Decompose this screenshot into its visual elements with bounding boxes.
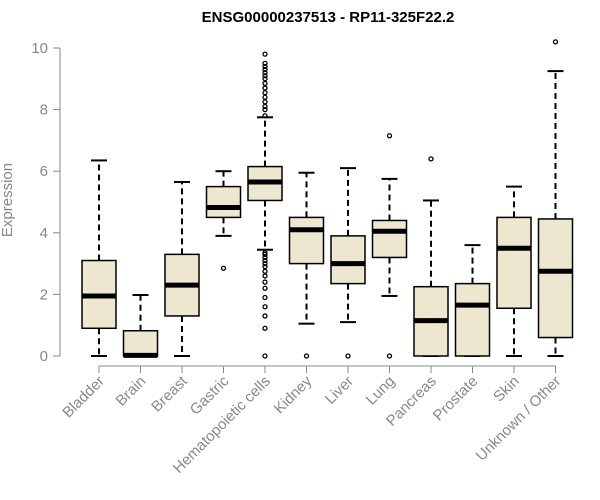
y-axis-label: Expression xyxy=(0,163,16,237)
boxes-group xyxy=(81,39,574,359)
box-prostate xyxy=(454,244,491,357)
outlier-point xyxy=(262,325,268,331)
y-tick-label: 10 xyxy=(31,40,48,57)
chart-title: ENSG00000237513 - RP11-325F22.2 xyxy=(202,9,455,26)
box-hematopoietic-cells xyxy=(247,51,283,359)
box-brain xyxy=(122,294,159,358)
x-tick-label: Brain xyxy=(113,373,150,410)
outlier-point xyxy=(386,133,393,139)
iqr-box xyxy=(330,235,366,285)
x-tick-label: Prostate xyxy=(430,373,482,425)
iqr-box xyxy=(122,329,159,357)
y-tick-label: 2 xyxy=(40,286,48,303)
iqr-box xyxy=(454,282,491,357)
x-tick-label: Liver xyxy=(322,373,357,408)
iqr-box xyxy=(496,216,532,310)
outlier-point xyxy=(220,265,227,271)
outlier-point xyxy=(262,73,268,79)
box-kidney xyxy=(288,171,325,359)
outlier-point xyxy=(262,60,268,67)
outlier-point xyxy=(262,285,268,291)
outlier-point xyxy=(262,313,268,319)
box-pancreas xyxy=(413,156,449,357)
box-bladder xyxy=(81,159,117,357)
outlier-point xyxy=(428,156,434,162)
x-tick-label: Bladder xyxy=(59,373,108,422)
outlier-point xyxy=(262,51,268,57)
outlier-point xyxy=(262,250,268,256)
outlier-point xyxy=(262,260,268,267)
iqr-box xyxy=(205,185,242,219)
y-tick-label: 6 xyxy=(40,163,48,180)
outlier-point xyxy=(262,66,268,73)
y-tick-label: 8 xyxy=(40,102,48,119)
x-tick-label: Lung xyxy=(363,373,399,409)
outlier-point xyxy=(262,90,268,96)
outlier-point xyxy=(262,99,268,105)
outlier-point xyxy=(262,106,268,113)
iqr-box xyxy=(537,218,574,339)
outlier-point xyxy=(262,304,268,310)
outlier-point xyxy=(262,294,268,301)
box-unknown-other xyxy=(537,39,574,357)
box-gastric xyxy=(205,170,242,271)
outlier-point xyxy=(303,353,310,359)
y-tick-label: 0 xyxy=(40,348,48,365)
outlier-point xyxy=(262,273,268,279)
outlier-point xyxy=(262,85,268,91)
x-tick-label: Breast xyxy=(148,372,191,415)
outlier-point xyxy=(262,257,268,264)
outlier-point xyxy=(262,94,268,100)
outlier-point xyxy=(262,113,268,119)
outlier-point xyxy=(262,264,268,270)
outlier-point xyxy=(262,103,268,110)
outlier-point xyxy=(262,76,268,82)
y-tick-label: 4 xyxy=(40,225,48,242)
box-lung xyxy=(371,133,408,359)
iqr-box xyxy=(371,219,408,259)
box-breast xyxy=(164,180,200,357)
outlier-point xyxy=(262,69,268,76)
outlier-point xyxy=(552,39,559,45)
outlier-point xyxy=(345,353,351,359)
outlier-point xyxy=(262,80,268,87)
outlier-point xyxy=(386,353,393,359)
outlier-point xyxy=(262,353,268,359)
x-tick-label: Skin xyxy=(490,373,523,406)
outlier-point xyxy=(262,279,268,285)
box-liver xyxy=(330,167,366,359)
outlier-point xyxy=(262,63,268,70)
outlier-point xyxy=(262,268,268,274)
box-skin xyxy=(496,185,532,357)
y-axis: 0 2 4 6 8 10 xyxy=(31,40,61,365)
iqr-box xyxy=(288,216,325,265)
x-tick-label: Kidney xyxy=(271,372,316,417)
